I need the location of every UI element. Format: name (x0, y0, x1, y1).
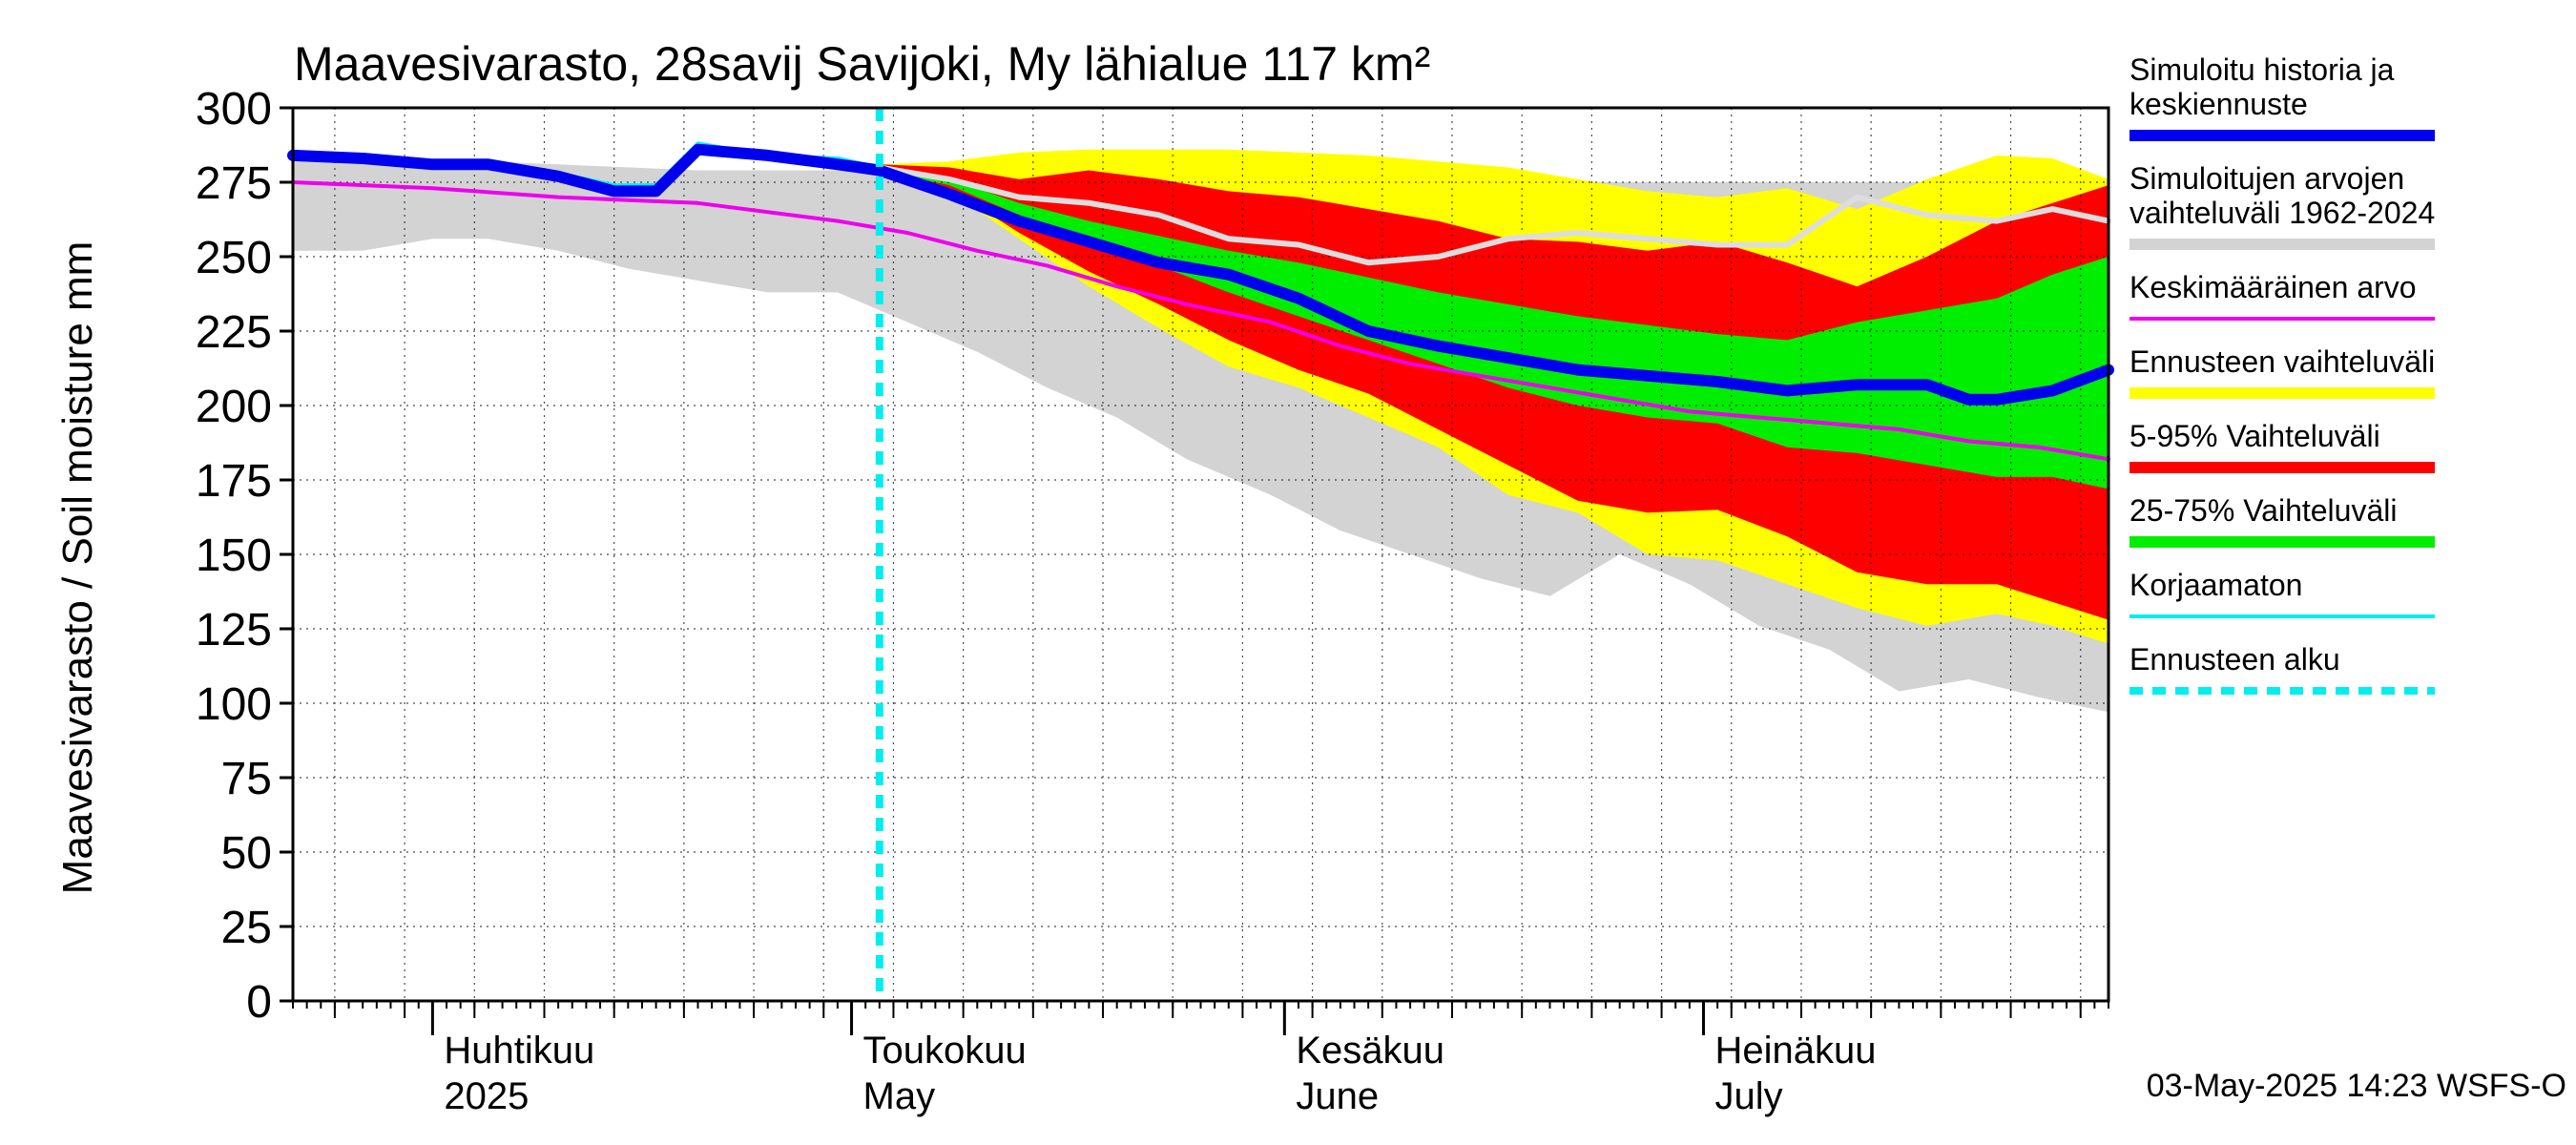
y-tick-label: 50 (221, 828, 272, 879)
y-tick-label: 0 (246, 977, 272, 1028)
month-label-en: May (863, 1075, 936, 1117)
legend-label: vaihteluväli 1962-2024 (2129, 196, 2435, 230)
y-tick-label: 275 (196, 158, 272, 209)
chart-title: Maavesivarasto, 28savij Savijoki, My läh… (294, 37, 1430, 91)
month-label-fi: Huhtikuu (444, 1030, 594, 1072)
legend-label: Korjaamaton (2129, 568, 2302, 602)
grid (293, 108, 2109, 1001)
month-label-en: July (1714, 1075, 1782, 1117)
y-tick-label: 75 (221, 754, 272, 804)
y-tick-label: 125 (196, 605, 272, 656)
legend-label: Simuloitu historia ja (2129, 52, 2395, 87)
plot-area (287, 108, 2114, 1001)
legend-label: 25-75% Vaihteluväli (2129, 493, 2397, 528)
y-tick-label: 250 (196, 233, 272, 283)
legend-label: Simuloitujen arvojen (2129, 161, 2404, 196)
y-tick-label: 225 (196, 307, 272, 358)
month-label-en: 2025 (444, 1075, 529, 1117)
legend-label: Ennusteen vaihteluväli (2129, 344, 2435, 379)
history-forecast-line (287, 143, 2114, 406)
y-tick-label: 300 (196, 84, 272, 135)
y-axis-label: Maavesivarasto / Soil moisture mm (54, 241, 101, 895)
y-tick-label: 200 (196, 382, 272, 432)
legend-label: 5-95% Vaihteluväli (2129, 419, 2380, 453)
y-tick-label: 100 (196, 679, 272, 730)
y-tick-label: 150 (196, 531, 272, 581)
max-simulated-line (876, 164, 2111, 266)
month-label-en: June (1296, 1075, 1379, 1117)
mean-line (291, 180, 2110, 462)
y-tick-label: 25 (221, 903, 272, 953)
band-5-95 (879, 164, 2109, 620)
axes: 0 25 50 75 100 125 150 175 200 225 250 275 300 Huhtik… (196, 84, 2110, 1117)
timestamp: 03-May-2025 14:23 WSFS-O (2147, 1068, 2566, 1104)
legend-label: Ennusteen alku (2129, 642, 2340, 677)
month-label-fi: Toukokuu (863, 1030, 1027, 1072)
y-tick-label: 175 (196, 456, 272, 507)
month-label-fi: Kesäkuu (1296, 1030, 1444, 1072)
legend-label: keskiennuste (2129, 87, 2308, 121)
legend-label: Keskimääräinen arvo (2129, 270, 2417, 304)
month-label-fi: Heinäkuu (1714, 1030, 1876, 1072)
